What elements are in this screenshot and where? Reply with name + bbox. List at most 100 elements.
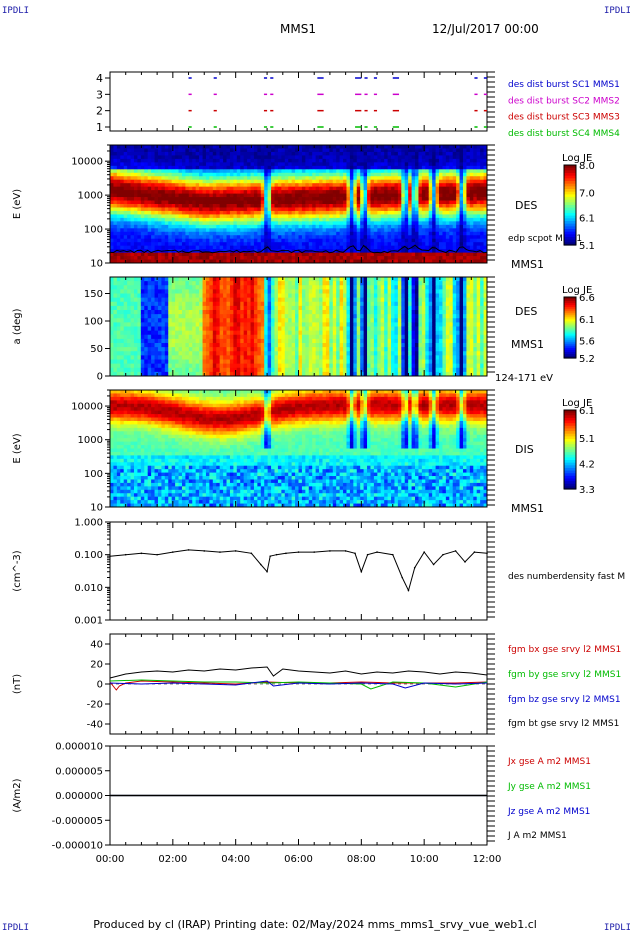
heatmap-cell-p1 (154, 183, 159, 188)
heatmap-cell-p1 (298, 224, 303, 229)
heatmap-cell-p1 (449, 197, 454, 201)
heatmap-cell-p1 (137, 231, 142, 236)
heatmap-cell-p1 (473, 245, 478, 250)
heatmap-cell-p1 (277, 204, 282, 208)
heatmap-cell-p1 (171, 224, 176, 229)
heatmap-cell-p1 (164, 259, 169, 264)
heatmap-cell-p2 (195, 355, 200, 360)
heatmap-cell-p1 (188, 200, 193, 205)
heatmap-cell-p1 (168, 214, 173, 219)
heatmap-cell-p2 (195, 371, 200, 377)
heatmap-cell-p1 (456, 158, 460, 163)
heatmap-cell-p2 (175, 277, 179, 282)
heatmap-cell-p1 (226, 158, 231, 163)
heatmap-cell-p2 (202, 347, 207, 352)
heatmap-cell-p1 (247, 259, 251, 264)
heatmap-cell-p1 (209, 183, 214, 188)
heatmap-cell-p1 (216, 238, 221, 243)
heatmap-cell-p1 (284, 179, 289, 184)
heatmap-cell-p2 (185, 343, 190, 348)
heatmap-cell-p1 (240, 165, 245, 170)
heatmap-cell-p1 (271, 224, 275, 229)
heatmap-cell-p1 (367, 231, 371, 236)
heatmap-cell-p1 (360, 259, 365, 264)
heatmap-cell-p1 (459, 197, 464, 201)
heatmap-cell-p1 (343, 148, 347, 153)
heatmap-cell-p1 (202, 207, 207, 212)
heatmap-cell-p1 (332, 197, 337, 201)
heatmap-cell-p2 (171, 297, 176, 303)
heatmap-cell-p1 (387, 245, 392, 250)
heatmap-cell-p1 (435, 145, 440, 149)
heatmap-cell-p1 (480, 228, 484, 233)
heatmap-cell-p1 (181, 245, 186, 250)
heatmap-cell-p1 (281, 162, 286, 167)
heatmap-cell-p1 (284, 162, 289, 167)
heatmap-cell-p1 (397, 190, 402, 194)
heatmap-cell-p1 (271, 235, 275, 240)
heatmap-cell-p1 (442, 214, 447, 219)
heatmap-cell-p1 (243, 221, 248, 226)
heatmap-cell-p1 (127, 242, 131, 247)
heatmap-cell-p1 (339, 231, 344, 236)
heatmap-cell-p1 (236, 245, 241, 250)
heatmap-cell-p1 (243, 235, 248, 240)
heatmap-cell-p2 (157, 297, 162, 303)
heatmap-cell-p1 (195, 165, 200, 170)
heatmap-cell-p2 (181, 343, 186, 348)
heatmap-cell-p1 (325, 155, 330, 160)
heatmap-cell-p1 (260, 224, 265, 229)
heatmap-cell-p1 (157, 186, 162, 191)
heatmap-cell-p1 (442, 183, 447, 188)
heatmap-cell-p1 (127, 217, 131, 222)
heatmap-cell-p1 (329, 193, 334, 198)
heatmap-cell-p2 (130, 326, 135, 332)
heatmap-cell-p1 (301, 176, 306, 181)
heatmap-cell-p1 (428, 151, 433, 156)
heatmap-cell-p1 (435, 165, 440, 170)
heatmap-cell-p2 (209, 347, 214, 352)
heatmap-cell-p1 (408, 200, 412, 205)
heatmap-cell-p1 (421, 221, 426, 226)
heatmap-cell-p1 (336, 256, 341, 260)
heatmap-cell-p1 (336, 148, 341, 153)
heatmap-cell-p1 (147, 197, 152, 201)
heatmap-cell-p1 (164, 242, 169, 247)
heatmap-cell-p1 (305, 172, 310, 177)
heatmap-cell-p1 (209, 186, 214, 191)
heatmap-cell-p1 (274, 231, 279, 236)
heatmap-cell-p1 (343, 214, 347, 219)
heatmap-cell-p1 (164, 228, 169, 233)
heatmap-cell-p2 (188, 277, 193, 282)
heatmap-cell-p1 (322, 176, 327, 181)
heatmap-cell-p1 (133, 228, 138, 233)
heatmap-cell-p1 (271, 151, 275, 156)
heatmap-cell-p1 (277, 145, 282, 149)
heatmap-cell-p1 (205, 179, 210, 184)
heatmap-cell-p1 (267, 158, 272, 163)
heatmap-cell-p2 (233, 347, 238, 352)
heatmap-cell-p2 (144, 318, 149, 323)
heatmap-cell-p2 (140, 367, 145, 373)
heatmap-cell-p2 (113, 355, 118, 360)
heatmap-cell-p1 (473, 210, 478, 215)
heatmap-cell-p1 (209, 169, 214, 174)
heatmap-cell-p1 (274, 207, 279, 212)
heatmap-cell-p1 (157, 210, 162, 215)
heatmap-cell-p1 (151, 151, 155, 156)
heatmap-cell-p1 (356, 256, 361, 260)
heatmap-cell-p2 (243, 297, 248, 303)
heatmap-cell-p1 (343, 238, 347, 243)
heatmap-cell-p1 (116, 151, 121, 156)
heatmap-cell-p1 (466, 245, 471, 250)
heatmap-cell-p2 (192, 277, 197, 282)
heatmap-cell-p1 (387, 179, 392, 184)
heatmap-cell-p1 (301, 252, 306, 257)
heatmap-cell-p1 (483, 228, 488, 233)
heatmap-cell-p1 (226, 214, 231, 219)
heatmap-cell-p2 (219, 330, 224, 336)
heatmap-cell-p2 (123, 285, 128, 290)
heatmap-cell-p2 (127, 322, 131, 327)
heatmap-cell-p1 (157, 235, 162, 240)
heatmap-cell-p1 (151, 165, 155, 170)
